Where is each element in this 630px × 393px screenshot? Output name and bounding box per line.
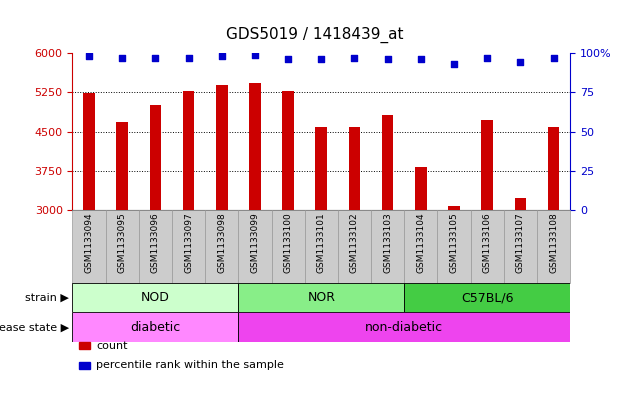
Bar	[448, 206, 460, 210]
Bar	[72, 210, 106, 283]
Text: GSM1133106: GSM1133106	[483, 213, 491, 273]
Text: GDS5019 / 1418439_at: GDS5019 / 1418439_at	[226, 27, 404, 43]
Point	[183, 55, 193, 61]
Text: non-diabetic: non-diabetic	[365, 321, 444, 334]
Bar	[183, 91, 195, 210]
Bar	[149, 105, 161, 210]
Text: GSM1133094: GSM1133094	[84, 213, 93, 273]
Bar	[415, 167, 427, 210]
Text: GSM1133095: GSM1133095	[118, 213, 127, 273]
Text: NOR: NOR	[307, 291, 335, 304]
Bar	[305, 210, 338, 283]
Bar	[282, 91, 294, 210]
Bar	[172, 210, 205, 283]
Bar	[238, 210, 272, 283]
Text: GSM1133107: GSM1133107	[516, 213, 525, 273]
Bar	[404, 210, 437, 283]
Bar	[537, 210, 570, 283]
Bar	[106, 210, 139, 283]
Point	[449, 61, 459, 67]
Text: GSM1133101: GSM1133101	[317, 213, 326, 273]
Bar	[547, 127, 559, 210]
Bar	[515, 198, 526, 210]
Bar	[205, 210, 238, 283]
Point	[549, 55, 559, 61]
Text: disease state ▶: disease state ▶	[0, 322, 69, 332]
Bar	[139, 210, 172, 283]
Text: NOD: NOD	[141, 291, 170, 304]
Point	[151, 55, 161, 61]
Text: count: count	[96, 341, 128, 351]
Text: GSM1133098: GSM1133098	[217, 213, 226, 273]
Bar	[72, 312, 238, 342]
Bar	[117, 122, 128, 210]
Text: percentile rank within the sample: percentile rank within the sample	[96, 360, 284, 371]
Point	[350, 55, 360, 61]
Point	[482, 55, 492, 61]
Text: strain ▶: strain ▶	[25, 293, 69, 303]
Bar	[338, 210, 371, 283]
Point	[416, 56, 426, 62]
Text: GSM1133108: GSM1133108	[549, 213, 558, 273]
Bar	[272, 210, 305, 283]
Bar	[471, 210, 504, 283]
Point	[515, 59, 525, 66]
Bar	[83, 94, 95, 210]
Text: GSM1133104: GSM1133104	[416, 213, 425, 273]
Bar	[382, 115, 394, 210]
Text: GSM1133100: GSM1133100	[284, 213, 292, 273]
Point	[217, 53, 227, 59]
Point	[382, 56, 392, 62]
Bar	[216, 85, 227, 210]
Bar	[371, 210, 404, 283]
Bar	[504, 210, 537, 283]
Bar	[316, 127, 327, 210]
Bar	[404, 283, 570, 312]
Bar	[437, 210, 471, 283]
Point	[283, 56, 293, 62]
Bar	[249, 83, 261, 210]
Point	[117, 55, 127, 61]
Text: GSM1133102: GSM1133102	[350, 213, 359, 273]
Text: diabetic: diabetic	[130, 321, 181, 334]
Bar	[348, 127, 360, 210]
Point	[316, 56, 326, 62]
Bar	[72, 283, 238, 312]
Point	[250, 51, 260, 58]
Text: GSM1133105: GSM1133105	[450, 213, 459, 273]
Point	[84, 53, 94, 59]
Text: GSM1133103: GSM1133103	[383, 213, 392, 273]
Bar	[238, 312, 570, 342]
Text: GSM1133096: GSM1133096	[151, 213, 160, 273]
Bar	[238, 283, 404, 312]
Bar	[481, 120, 493, 210]
Text: GSM1133099: GSM1133099	[251, 213, 260, 273]
Text: C57BL/6: C57BL/6	[461, 291, 513, 304]
Text: GSM1133097: GSM1133097	[184, 213, 193, 273]
